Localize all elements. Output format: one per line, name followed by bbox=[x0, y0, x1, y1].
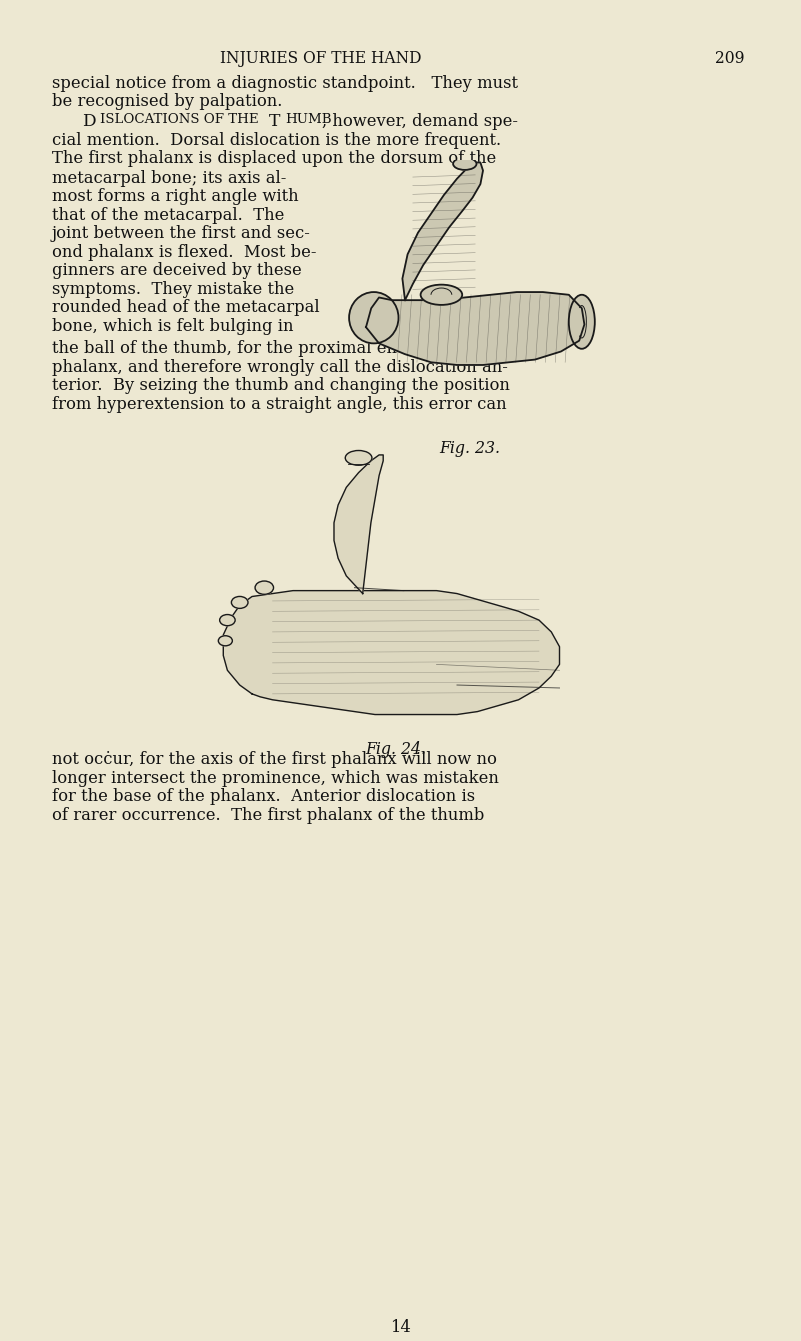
Text: 209: 209 bbox=[715, 50, 745, 67]
Text: longer intersect the prominence, which was mistaken: longer intersect the prominence, which w… bbox=[52, 770, 499, 787]
Text: INJURIES OF THE HAND: INJURIES OF THE HAND bbox=[219, 50, 421, 67]
Text: The first phalanx is displaced upon the dorsum of the: The first phalanx is displaced upon the … bbox=[52, 150, 497, 168]
Text: ond phalanx is flexed.  Most be-: ond phalanx is flexed. Most be- bbox=[52, 244, 316, 260]
Text: D: D bbox=[82, 114, 95, 130]
Ellipse shape bbox=[219, 614, 235, 626]
Text: ISLOCATIONS OF THE: ISLOCATIONS OF THE bbox=[100, 114, 259, 126]
Polygon shape bbox=[402, 162, 483, 300]
Ellipse shape bbox=[569, 295, 595, 349]
Polygon shape bbox=[334, 455, 383, 594]
Text: special notice from a diagnostic standpoint.   They must: special notice from a diagnostic standpo… bbox=[52, 75, 518, 91]
Text: phalanx, and therefore wrongly call the dislocation an-: phalanx, and therefore wrongly call the … bbox=[52, 359, 508, 375]
Polygon shape bbox=[366, 292, 585, 365]
Text: joint between the first and sec-: joint between the first and sec- bbox=[52, 225, 311, 243]
Text: cial mention.  Dorsal dislocation is the more frequent.: cial mention. Dorsal dislocation is the … bbox=[52, 131, 501, 149]
Text: HUMB: HUMB bbox=[285, 114, 332, 126]
Text: not ocċur, for the axis of the first phalanx will now no: not ocċur, for the axis of the first pha… bbox=[52, 751, 497, 768]
Ellipse shape bbox=[219, 636, 232, 646]
Text: Fig. 24.: Fig. 24. bbox=[365, 742, 426, 758]
Polygon shape bbox=[223, 590, 560, 715]
Text: most forms a right angle with: most forms a right angle with bbox=[52, 188, 299, 205]
Text: from hyperextension to a straight angle, this error can: from hyperextension to a straight angle,… bbox=[52, 396, 506, 413]
Text: for the base of the phalanx.  Anterior dislocation is: for the base of the phalanx. Anterior di… bbox=[52, 789, 475, 806]
Text: that of the metacarpal.  The: that of the metacarpal. The bbox=[52, 207, 284, 224]
Ellipse shape bbox=[421, 284, 462, 304]
Circle shape bbox=[349, 292, 399, 343]
Text: ginners are deceived by these: ginners are deceived by these bbox=[52, 263, 302, 279]
Text: symptoms.  They mistake the: symptoms. They mistake the bbox=[52, 280, 294, 298]
Text: 14: 14 bbox=[390, 1320, 411, 1336]
Ellipse shape bbox=[453, 158, 477, 170]
Text: bone, which is felt bulging in: bone, which is felt bulging in bbox=[52, 318, 293, 335]
Text: rounded head of the metacarpal: rounded head of the metacarpal bbox=[52, 299, 320, 316]
Text: , however, demand spe-: , however, demand spe- bbox=[321, 114, 517, 130]
Text: the ball of the thumb, for the proximal end of the: the ball of the thumb, for the proximal … bbox=[52, 341, 461, 357]
Text: be recognised by palpation.: be recognised by palpation. bbox=[52, 93, 283, 110]
Text: Fig. 23.: Fig. 23. bbox=[440, 440, 501, 457]
Ellipse shape bbox=[345, 451, 372, 465]
Text: terior.  By seizing the thumb and changing the position: terior. By seizing the thumb and changin… bbox=[52, 377, 510, 394]
Text: metacarpal bone; its axis al-: metacarpal bone; its axis al- bbox=[52, 170, 287, 186]
Text: of rarer occurrence.  The first phalanx of the thumb: of rarer occurrence. The first phalanx o… bbox=[52, 807, 485, 823]
Ellipse shape bbox=[255, 581, 273, 594]
Text: T: T bbox=[269, 114, 280, 130]
Ellipse shape bbox=[231, 597, 248, 609]
